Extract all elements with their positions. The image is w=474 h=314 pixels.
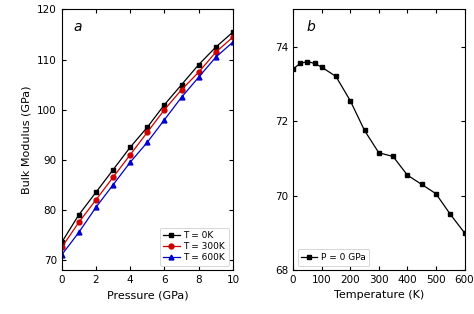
T = 600K (230, 40, 236, 44)
P = 0 GPa (333, 74, 339, 78)
T = 0K (145, 125, 150, 129)
P = 0 GPa (362, 128, 367, 132)
T = 300K (128, 153, 133, 157)
Line: T = 600K: T = 600K (59, 40, 236, 257)
P = 0 GPa (447, 212, 453, 216)
Text: a: a (73, 20, 82, 34)
T = 600K (145, 140, 150, 144)
T = 300K (162, 108, 167, 111)
T = 300K (76, 220, 82, 224)
T = 600K (213, 55, 219, 59)
Line: P = 0 GPa: P = 0 GPa (291, 59, 467, 235)
T = 600K (179, 95, 184, 99)
T = 300K (213, 50, 219, 54)
T = 300K (230, 35, 236, 39)
P = 0 GPa (390, 154, 396, 158)
X-axis label: Temperature (K): Temperature (K) (334, 290, 424, 300)
T = 0K (230, 30, 236, 34)
T = 300K (110, 176, 116, 179)
Text: b: b (307, 20, 316, 34)
X-axis label: Pressure (GPa): Pressure (GPa) (107, 290, 188, 300)
T = 300K (179, 88, 184, 91)
P = 0 GPa (312, 62, 318, 65)
T = 0K (213, 45, 219, 49)
T = 0K (93, 191, 99, 194)
P = 0 GPa (347, 99, 353, 102)
T = 0K (110, 168, 116, 172)
T = 300K (196, 70, 201, 74)
T = 600K (162, 118, 167, 122)
Line: T = 0K: T = 0K (59, 30, 236, 245)
P = 0 GPa (433, 192, 439, 196)
T = 300K (93, 198, 99, 202)
Line: T = 300K: T = 300K (59, 35, 236, 250)
T = 600K (93, 205, 99, 209)
T = 600K (76, 230, 82, 234)
T = 600K (59, 253, 64, 257)
T = 600K (128, 160, 133, 164)
T = 0K (128, 145, 133, 149)
T = 0K (59, 241, 64, 244)
P = 0 GPa (290, 67, 296, 71)
Legend: P = 0 GPa: P = 0 GPa (298, 249, 369, 266)
T = 0K (196, 63, 201, 67)
P = 0 GPa (419, 182, 425, 186)
P = 0 GPa (404, 173, 410, 177)
P = 0 GPa (462, 231, 467, 235)
T = 300K (59, 246, 64, 249)
T = 600K (196, 75, 201, 79)
Legend: T = 0K, T = 300K, T = 600K: T = 0K, T = 300K, T = 600K (160, 228, 228, 266)
P = 0 GPa (376, 151, 382, 154)
T = 0K (179, 83, 184, 86)
P = 0 GPa (319, 65, 325, 69)
P = 0 GPa (297, 62, 303, 65)
T = 300K (145, 130, 150, 134)
T = 600K (110, 183, 116, 187)
T = 0K (162, 103, 167, 106)
P = 0 GPa (304, 60, 310, 63)
Y-axis label: Bulk Modulus (GPa): Bulk Modulus (GPa) (21, 85, 31, 194)
T = 0K (76, 213, 82, 217)
